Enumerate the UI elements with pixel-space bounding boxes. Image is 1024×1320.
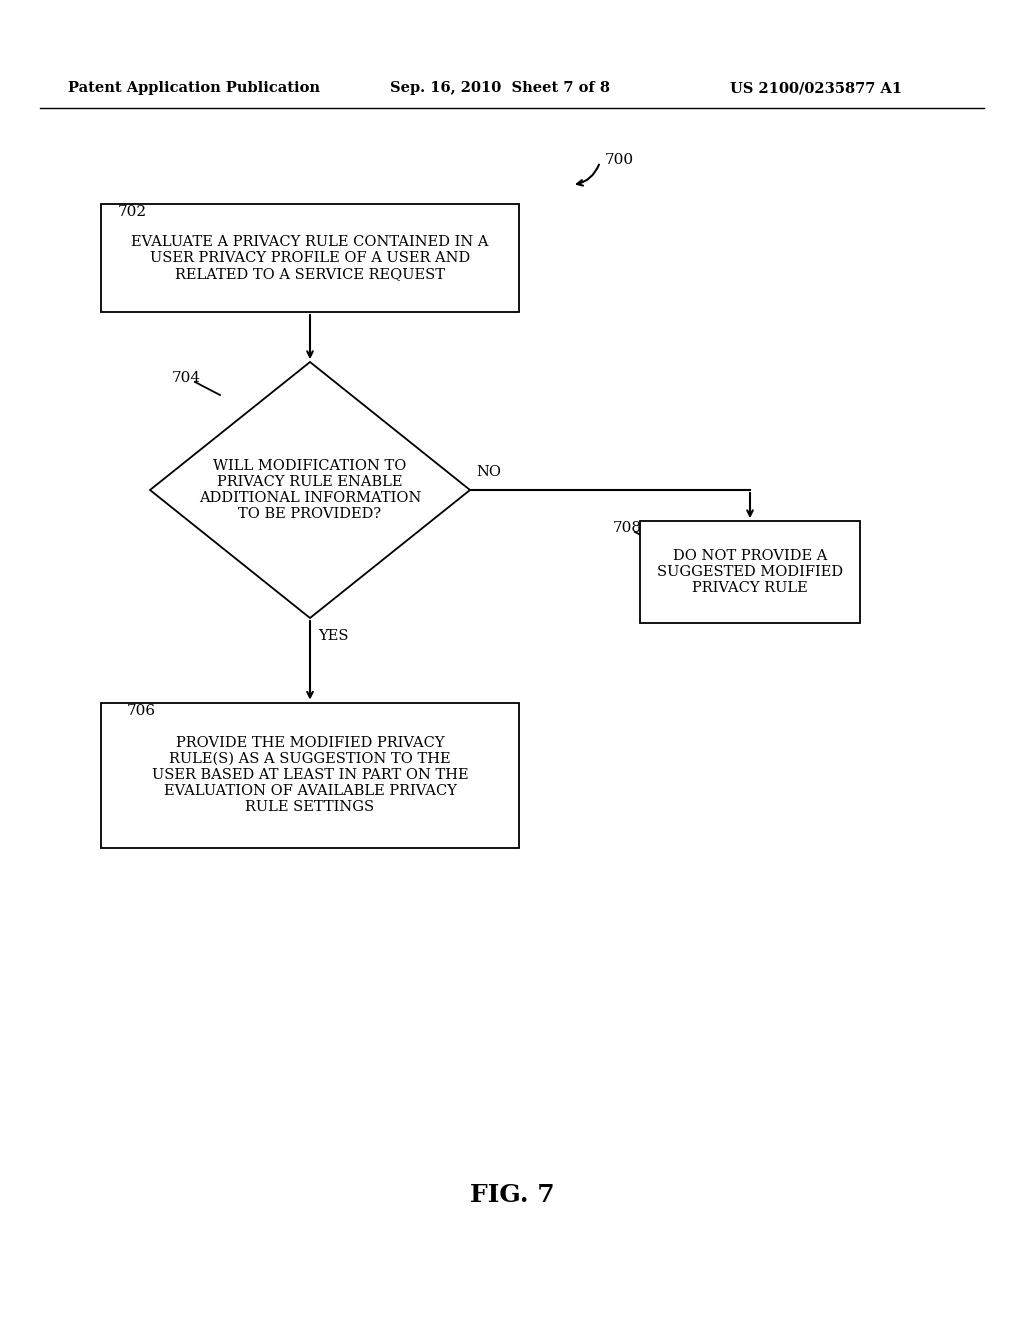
Text: YES: YES xyxy=(318,630,348,643)
Text: 706: 706 xyxy=(127,704,156,718)
Bar xyxy=(101,205,519,312)
Bar xyxy=(640,521,860,623)
Text: PROVIDE THE MODIFIED PRIVACY
RULE(S) AS A SUGGESTION TO THE
USER BASED AT LEAST : PROVIDE THE MODIFIED PRIVACY RULE(S) AS … xyxy=(152,735,468,814)
Text: US 2100/0235877 A1: US 2100/0235877 A1 xyxy=(730,81,902,95)
Bar xyxy=(101,702,519,847)
Text: WILL MODIFICATION TO
PRIVACY RULE ENABLE
ADDITIONAL INFORMATION
TO BE PROVIDED?: WILL MODIFICATION TO PRIVACY RULE ENABLE… xyxy=(199,459,421,521)
Text: 704: 704 xyxy=(172,371,201,385)
Text: Sep. 16, 2010  Sheet 7 of 8: Sep. 16, 2010 Sheet 7 of 8 xyxy=(390,81,610,95)
Text: 700: 700 xyxy=(605,153,634,168)
Text: DO NOT PROVIDE A
SUGGESTED MODIFIED
PRIVACY RULE: DO NOT PROVIDE A SUGGESTED MODIFIED PRIV… xyxy=(657,549,843,595)
Polygon shape xyxy=(150,362,470,618)
Text: 708: 708 xyxy=(613,521,642,535)
Text: 702: 702 xyxy=(118,205,147,219)
Text: EVALUATE A PRIVACY RULE CONTAINED IN A
USER PRIVACY PROFILE OF A USER AND
RELATE: EVALUATE A PRIVACY RULE CONTAINED IN A U… xyxy=(131,235,488,281)
Text: NO: NO xyxy=(476,465,501,479)
Text: FIG. 7: FIG. 7 xyxy=(470,1183,554,1206)
Text: Patent Application Publication: Patent Application Publication xyxy=(68,81,319,95)
